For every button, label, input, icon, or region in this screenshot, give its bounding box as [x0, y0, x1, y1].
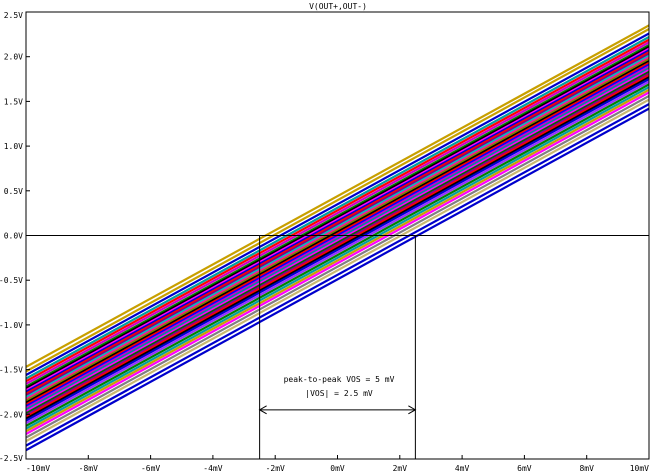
- series-line-8: [26, 45, 649, 390]
- series-line-19: [26, 65, 649, 409]
- series-line-31: [26, 91, 649, 435]
- series-line-10: [26, 49, 649, 393]
- y-tick-label-8: 1.0V: [4, 142, 23, 151]
- x-tick-label-2: -8mV: [79, 464, 98, 473]
- series-line-24: [26, 74, 649, 418]
- series-line-26: [26, 78, 649, 422]
- series-line-11: [26, 51, 649, 395]
- x-tick-label-5: -2mV: [266, 464, 285, 473]
- series-line-32: [26, 95, 649, 439]
- chart-title: V(OUT+,OUT-): [309, 2, 367, 11]
- series-line-5: [26, 38, 649, 383]
- series-line-27: [26, 80, 649, 425]
- annotation-abs-vos: |VOS| = 2.5 mV: [305, 389, 373, 398]
- series-line-21: [26, 69, 649, 413]
- x-tick-label-7: 2mV: [393, 464, 408, 473]
- series-line-30: [26, 88, 649, 433]
- series-layer: [26, 24, 649, 452]
- marker-layer: [26, 235, 649, 459]
- annotation-peak-to-peak: peak-to-peak VOS = 5 mV: [284, 375, 395, 384]
- y-tick-label-9: 1.5V: [4, 97, 23, 106]
- annotation-layer: peak-to-peak VOS = 5 mV |VOS| = 2.5 mV: [284, 375, 395, 398]
- y-tick-label-6: 0.0V: [4, 232, 23, 241]
- x-tick-label-11: 10mV: [630, 464, 649, 473]
- series-line-6: [26, 41, 649, 385]
- series-line-1: [26, 24, 649, 368]
- vos-arrow-head-right: [408, 405, 417, 415]
- series-line-29: [26, 86, 649, 430]
- y-tick-label-3: -1.5V: [0, 366, 23, 375]
- x-tick-label-3: -6mV: [141, 464, 160, 473]
- y-tick-label-7: 0.5V: [4, 187, 23, 196]
- y-tick-label-11: 2.5V: [4, 11, 23, 20]
- y-tick-label-2: -2.0V: [0, 410, 23, 419]
- series-line-22: [26, 70, 649, 415]
- series-line-35: [26, 107, 649, 452]
- vos-arrow-head-left: [258, 405, 267, 415]
- x-tick-label-1: -10mV: [26, 464, 50, 473]
- series-line-17: [26, 62, 649, 406]
- series-line-20: [26, 67, 649, 411]
- series-line-23: [26, 72, 649, 417]
- x-tick-label-8: 4mV: [455, 464, 470, 473]
- series-line-25: [26, 76, 649, 420]
- y-tick-label-5: -0.5V: [0, 276, 23, 285]
- series-line-33: [26, 98, 649, 443]
- y-tick-label-10: 2.0V: [4, 53, 23, 62]
- x-tick-label-10: 8mV: [579, 464, 594, 473]
- series-line-3: [26, 32, 649, 376]
- series-line-13: [26, 54, 649, 399]
- series-line-28: [26, 83, 649, 427]
- axis-layer: -10mV -8mV -6mV -4mV -2mV 0mV 2mV 4mV 6mV 8mV 10mV…: [0, 11, 650, 473]
- y-tick-label-1: -2.5V: [0, 454, 23, 463]
- series-line-12: [26, 53, 649, 397]
- x-tick-label-6: 0mV: [330, 464, 345, 473]
- series-line-7: [26, 44, 649, 388]
- y-tick-label-4: -1.0V: [0, 321, 23, 330]
- series-line-34: [26, 103, 649, 447]
- x-tick-label-9: 6mV: [517, 464, 532, 473]
- series-line-14: [26, 56, 649, 401]
- x-tick-label-4: -4mV: [203, 464, 222, 473]
- series-line-16: [26, 60, 649, 404]
- series-line-4: [26, 36, 649, 380]
- series-line-2: [26, 28, 649, 373]
- series-line-15: [26, 58, 649, 402]
- series-line-9: [26, 47, 649, 392]
